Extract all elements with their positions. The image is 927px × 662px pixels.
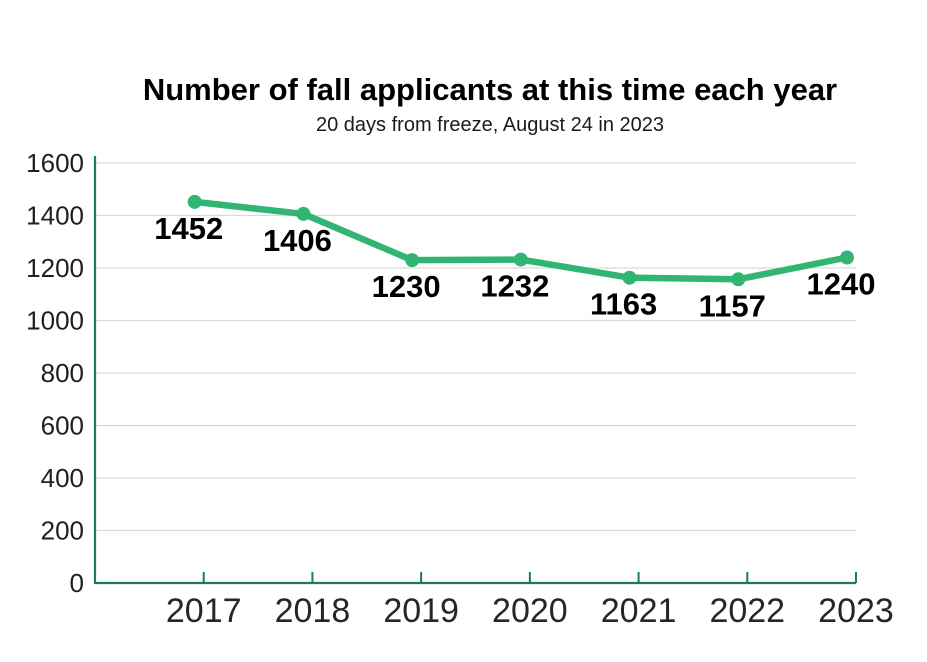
x-axis-label: 2022 (709, 592, 785, 630)
data-point-2019 (405, 253, 420, 268)
data-value-label-2018: 1406 (263, 223, 332, 258)
y-axis-label: 600 (41, 411, 84, 441)
data-point-2021 (622, 270, 637, 285)
data-value-label-2022: 1157 (699, 288, 766, 323)
data-point-2018 (296, 206, 311, 221)
y-axis-label: 1400 (26, 201, 84, 231)
y-axis-label: 1000 (26, 306, 84, 336)
x-axis-label: 2020 (492, 592, 568, 630)
y-axis-label: 400 (41, 463, 84, 493)
data-point-2020 (513, 252, 528, 267)
y-axis-label: 200 (41, 516, 84, 546)
x-axis-label: 2021 (601, 592, 677, 630)
data-point-2017 (187, 194, 202, 209)
x-axis-label: 2019 (383, 592, 459, 630)
x-axis-label: 2017 (166, 592, 242, 630)
data-value-label-2021: 1163 (590, 287, 657, 322)
data-value-label-2019: 1230 (372, 269, 441, 304)
data-point-2022 (731, 272, 746, 287)
y-axis-label: 1600 (26, 148, 84, 178)
y-axis-label: 0 (70, 568, 84, 598)
y-axis-label: 800 (41, 358, 84, 388)
chart-subtitle: 20 days from freeze, August 24 in 2023 (316, 114, 664, 136)
x-axis-label: 2023 (818, 592, 894, 630)
y-axis-label: 1200 (26, 253, 84, 283)
chart-title: Number of fall applicants at this time e… (142, 72, 838, 107)
data-point-2023 (840, 250, 854, 265)
data-value-label-2023: 1240 (807, 267, 876, 302)
data-value-label-2017: 1452 (154, 211, 223, 246)
x-axis-label: 2018 (275, 592, 351, 630)
data-value-label-2020: 1232 (480, 269, 549, 304)
